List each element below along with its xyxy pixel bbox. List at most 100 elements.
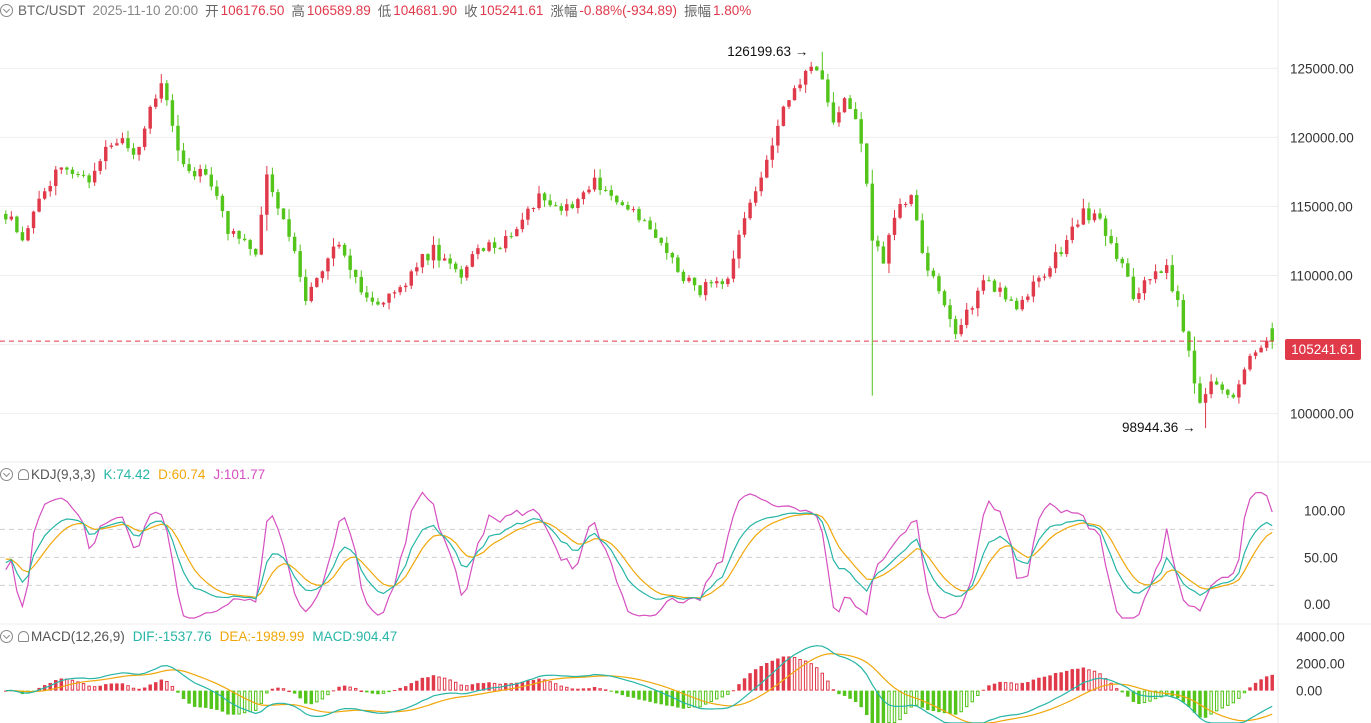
macd-bar: [937, 690, 941, 713]
candle-body: [570, 204, 575, 209]
candle-body: [1053, 252, 1058, 269]
candle-body: [709, 282, 713, 284]
macd-bar: [903, 690, 908, 714]
macd-bar: [637, 690, 641, 700]
macd-bar: [865, 690, 869, 716]
macd-alert-icon[interactable]: [18, 630, 29, 642]
price-axis-label: 120000.00: [1290, 130, 1354, 145]
macd-bar: [1231, 690, 1236, 704]
candle-body: [31, 211, 36, 229]
macd-bar: [420, 677, 425, 691]
candle-body: [437, 244, 441, 261]
kdj-alert-icon[interactable]: [18, 468, 29, 480]
candle-body: [831, 102, 836, 123]
candle-body: [398, 287, 402, 293]
candle-body: [1198, 383, 1202, 403]
candle-body: [242, 238, 247, 241]
collapse-icon[interactable]: [0, 3, 13, 17]
candle-body: [453, 263, 458, 270]
macd-bar: [726, 690, 730, 695]
macd-bar: [1264, 676, 1269, 691]
macd-bar: [1064, 670, 1069, 691]
macd-bar: [976, 690, 980, 696]
macd-bar: [170, 685, 175, 691]
candle-body: [1126, 263, 1130, 277]
candle-body: [181, 150, 186, 165]
candle-body: [481, 248, 486, 251]
candle-body: [898, 204, 902, 218]
macd-dea-value: DEA:-1989.99: [219, 628, 305, 644]
macd-axis-label: 0.00: [1296, 684, 1322, 699]
candle-body: [470, 254, 475, 267]
candle-body: [1170, 265, 1174, 292]
candle-body: [1014, 300, 1019, 310]
macd-bar: [392, 690, 397, 692]
candle-body: [104, 146, 108, 162]
candle-body: [1114, 243, 1119, 259]
macd-bar: [715, 690, 719, 700]
macd-bar: [142, 687, 147, 691]
macd-bar: [220, 690, 225, 712]
macd-axis-label: 4000.00: [1296, 630, 1345, 645]
candle-body: [403, 285, 408, 288]
candle-body: [1192, 350, 1197, 384]
candle-body: [248, 240, 252, 249]
candle-body: [626, 204, 630, 210]
candle-body: [1248, 355, 1252, 370]
candle-body: [492, 242, 497, 248]
candle-body: [720, 281, 725, 285]
candle-body: [581, 192, 586, 200]
kdj-collapse-icon[interactable]: [0, 467, 13, 481]
candle-body: [531, 207, 536, 209]
macd-bar: [109, 683, 114, 691]
candle-body: [620, 202, 625, 205]
candle-body: [376, 301, 380, 305]
candle-body: [154, 98, 158, 107]
candle-body: [1103, 218, 1108, 236]
macd-bar: [837, 690, 841, 695]
candle-body: [26, 228, 30, 241]
macd-bar: [387, 690, 391, 693]
macd-bar: [581, 688, 586, 691]
macd-bar: [853, 690, 858, 703]
macd-bar: [181, 690, 186, 699]
macd-bar: [59, 678, 64, 691]
candle-body: [348, 255, 352, 270]
candle-body: [165, 83, 169, 101]
candle-body: [1031, 281, 1036, 297]
candle-body: [148, 106, 152, 129]
macd-bar: [698, 690, 702, 708]
macd-bar: [1076, 668, 1080, 691]
candle-body: [1164, 265, 1169, 274]
candle-body: [1181, 300, 1186, 332]
pair-label: BTC/USDT: [18, 2, 86, 18]
macd-bar: [742, 678, 747, 691]
macd-bar: [448, 679, 452, 691]
candle-body: [1137, 293, 1141, 299]
candle-body: [159, 83, 164, 99]
macd-bar: [331, 690, 336, 692]
candle-body: [1209, 381, 1213, 395]
macd-bar: [653, 690, 658, 704]
macd-bar: [1153, 690, 1158, 700]
close-label: 收: [464, 4, 478, 19]
macd-bar: [1142, 690, 1147, 704]
candle-body: [687, 277, 691, 282]
macd-bar: [848, 690, 852, 699]
candle-body: [87, 175, 91, 183]
candle-body: [198, 168, 202, 177]
candle-body: [881, 246, 886, 264]
candle-body: [126, 138, 130, 149]
macd-bar: [842, 690, 847, 696]
macd-bar: [542, 679, 547, 691]
candle-body: [1059, 252, 1063, 255]
macd-collapse-icon[interactable]: [0, 629, 13, 643]
candle-body: [1064, 240, 1069, 255]
macd-bar: [909, 690, 913, 708]
macd-bar: [120, 683, 125, 691]
macd-bar: [1259, 679, 1263, 691]
candle-body: [637, 209, 641, 221]
candle-body: [609, 190, 613, 196]
macd-bar: [931, 690, 936, 712]
